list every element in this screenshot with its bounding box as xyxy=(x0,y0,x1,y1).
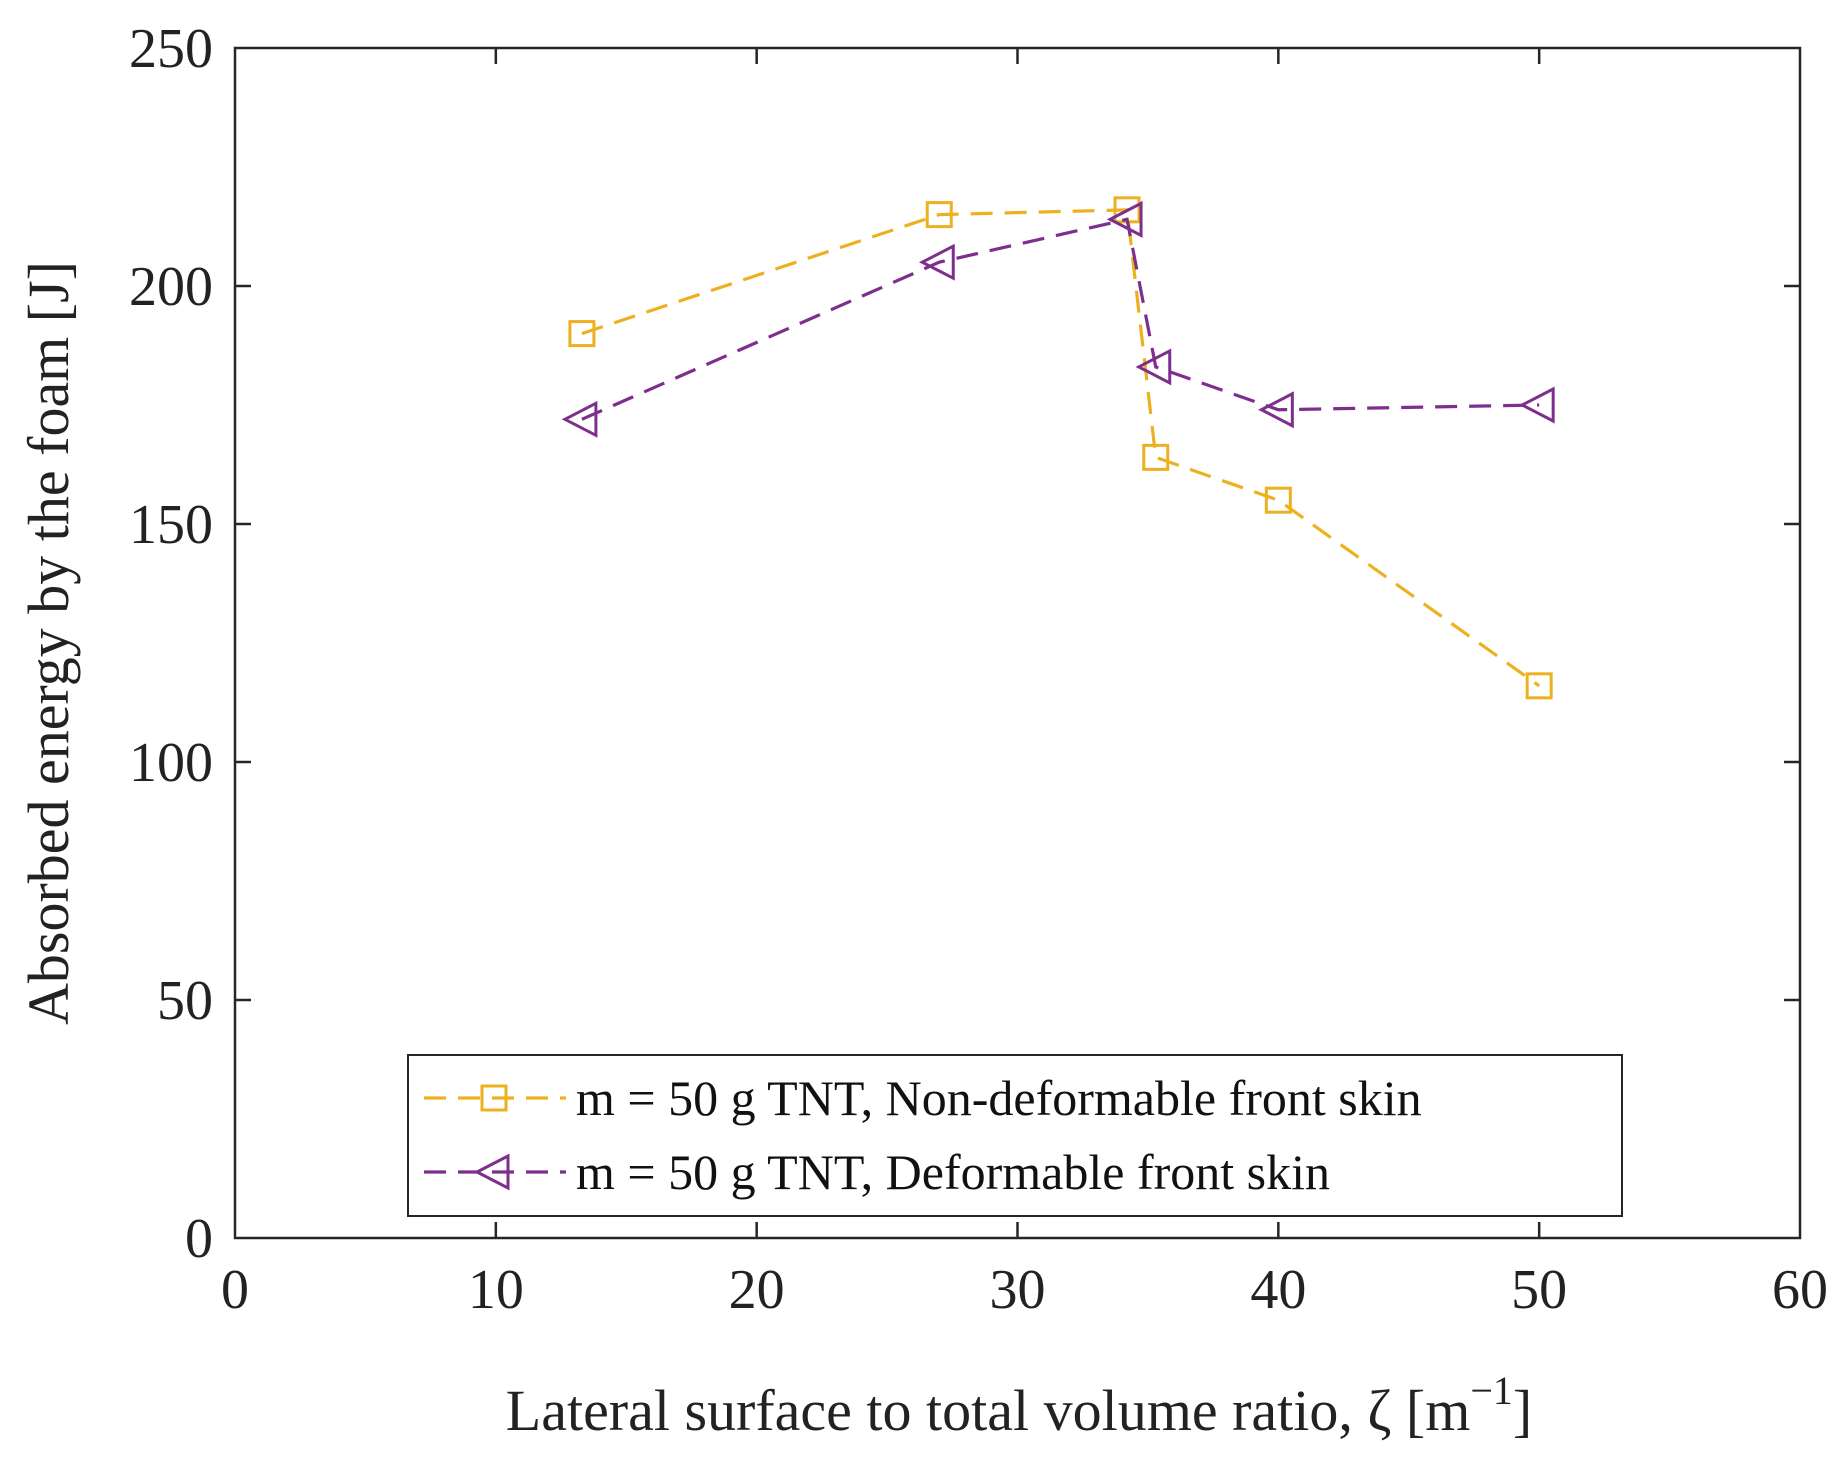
series-line xyxy=(581,208,1541,688)
legend: m = 50 g TNT, Non-deformable front skin m… xyxy=(407,1054,1623,1217)
x-axis-ticks: 0 10 20 30 40 50 60 xyxy=(221,48,1828,1321)
x-axis-title: Lateral surface to total volume ratio, ζ… xyxy=(506,1368,1532,1443)
legend-entry: m = 50 g TNT, Deformable front skin xyxy=(424,1144,1330,1200)
y-tick-label: 150 xyxy=(129,494,213,556)
y-tick-label: 200 xyxy=(129,256,213,318)
series-1 xyxy=(568,196,1553,700)
y-tick-label: 250 xyxy=(129,18,213,80)
triangle-left-marker xyxy=(1258,391,1294,429)
triangle-left-marker xyxy=(561,400,598,438)
series-layer xyxy=(561,196,1555,700)
x-tick-label: 10 xyxy=(468,1259,524,1321)
triangle-left-marker xyxy=(1106,200,1143,238)
x-axis-title-suffix: ] xyxy=(1513,1378,1532,1443)
square-marker xyxy=(925,201,953,229)
square-marker xyxy=(568,320,596,348)
y-axis-ticks: 0 50 100 150 200 250 xyxy=(129,18,1800,1270)
triangle-left-marker xyxy=(1135,348,1172,386)
x-tick-label: 60 xyxy=(1772,1259,1828,1321)
triangle-left-marker xyxy=(473,1153,510,1191)
x-tick-label: 0 xyxy=(221,1259,249,1321)
y-tick-label: 50 xyxy=(157,970,213,1032)
series-line xyxy=(581,217,1540,421)
triangle-left-marker xyxy=(1518,386,1555,424)
y-axis-title: Absorbed energy by the foam [J] xyxy=(16,261,81,1025)
triangle-left-marker xyxy=(918,243,955,281)
series-2 xyxy=(561,200,1555,438)
legend-label: m = 50 g TNT, Deformable front skin xyxy=(576,1144,1330,1200)
y-tick-label: 0 xyxy=(185,1208,213,1270)
legend-entries: m = 50 g TNT, Non-deformable front skin m… xyxy=(424,1070,1422,1200)
x-axis-title-superscript: −1 xyxy=(1470,1368,1513,1413)
x-tick-label: 20 xyxy=(729,1259,785,1321)
x-tick-label: 40 xyxy=(1250,1259,1306,1321)
legend-entry: m = 50 g TNT, Non-deformable front skin xyxy=(424,1070,1422,1126)
x-tick-label: 50 xyxy=(1511,1259,1567,1321)
square-marker xyxy=(480,1084,508,1112)
x-tick-label: 30 xyxy=(990,1259,1046,1321)
x-axis-title-main: Lateral surface to total volume ratio, ζ… xyxy=(506,1378,1471,1443)
square-marker xyxy=(1142,443,1170,471)
y-tick-label: 100 xyxy=(129,732,213,794)
legend-box xyxy=(407,1054,1623,1217)
legend-label: m = 50 g TNT, Non-deformable front skin xyxy=(576,1070,1422,1126)
square-marker xyxy=(1264,486,1292,514)
square-marker xyxy=(1525,672,1553,700)
